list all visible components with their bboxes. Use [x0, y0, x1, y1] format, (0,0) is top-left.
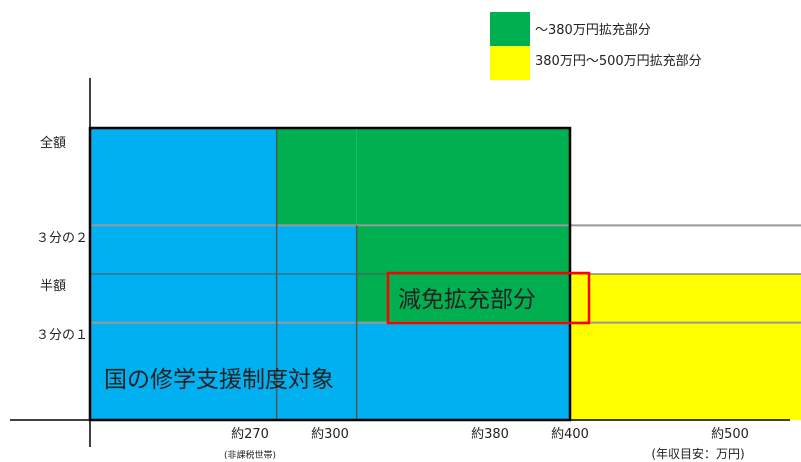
x-tick-label-400: 約400 [551, 427, 589, 442]
x-tick-label-380: 約380 [471, 427, 509, 442]
legend: ～380万円拡充部分 380万円～500万円拡充部分 [490, 12, 702, 80]
legend-label-1: 380万円～500万円拡充部分 [535, 53, 702, 69]
y-tick-label-2: 半額 [40, 279, 66, 294]
y-tick-labels: 全額 ３分の２ 半額 ３分の１ [36, 135, 88, 343]
legend-label-0: ～380万円拡充部分 [535, 22, 651, 38]
legend-swatch-0 [490, 12, 530, 46]
x-tick-label-300: 約300 [311, 427, 349, 442]
yellow-bar-0 [570, 274, 801, 420]
x-tick-labels: 約270 (非課税世帯) 約300 約380 約400 約500 (年収目安：万… [224, 427, 749, 461]
legend-swatch-1 [490, 46, 530, 80]
y-tick-label-3: ３分の１ [36, 328, 88, 343]
expansion-label: 減免拡充部分 [398, 287, 536, 313]
plot-area [10, 78, 801, 447]
x-tick-label-270: 約270 [231, 427, 269, 442]
national-program-label: 国の修学支援制度対象 [104, 367, 334, 393]
x-tick-label-500: 約500 [711, 427, 749, 442]
x-tick-note-270: (非課税世帯) [224, 449, 276, 461]
expansion-label-box [386, 271, 591, 325]
y-tick-label-1: ３分の２ [36, 231, 88, 246]
y-tick-label-0: 全額 [40, 135, 66, 151]
x-unit-label: (年収目安：万円) [651, 446, 744, 461]
blue-bar-2 [356, 322, 570, 420]
